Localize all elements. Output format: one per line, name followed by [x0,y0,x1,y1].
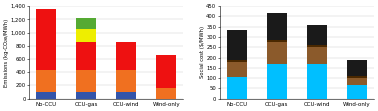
Bar [36,9,56,70]
Bar [347,76,367,78]
Y-axis label: Emissions (kg-CO₂e/MWh): Emissions (kg-CO₂e/MWh) [4,18,9,87]
Bar [266,40,287,42]
Bar [266,42,287,64]
Bar [36,92,56,99]
Bar [347,60,367,76]
Bar [226,62,246,77]
Bar [307,45,327,47]
Bar [266,64,287,99]
Bar [76,92,96,99]
Bar [116,42,136,70]
Bar [156,88,176,99]
Bar [307,47,327,64]
Bar [76,29,96,43]
Bar [116,92,136,99]
Y-axis label: Social cost ($/MWh): Social cost ($/MWh) [200,26,205,78]
Bar [36,70,56,92]
Bar [226,30,246,60]
Bar [76,18,96,29]
Bar [116,70,136,92]
Bar [347,85,367,99]
Bar [266,13,287,40]
Bar [307,64,327,99]
Bar [226,77,246,99]
Bar [76,70,96,92]
Bar [156,55,176,88]
Bar [76,43,96,70]
Bar [307,25,327,45]
Bar [347,78,367,85]
Bar [226,60,246,62]
